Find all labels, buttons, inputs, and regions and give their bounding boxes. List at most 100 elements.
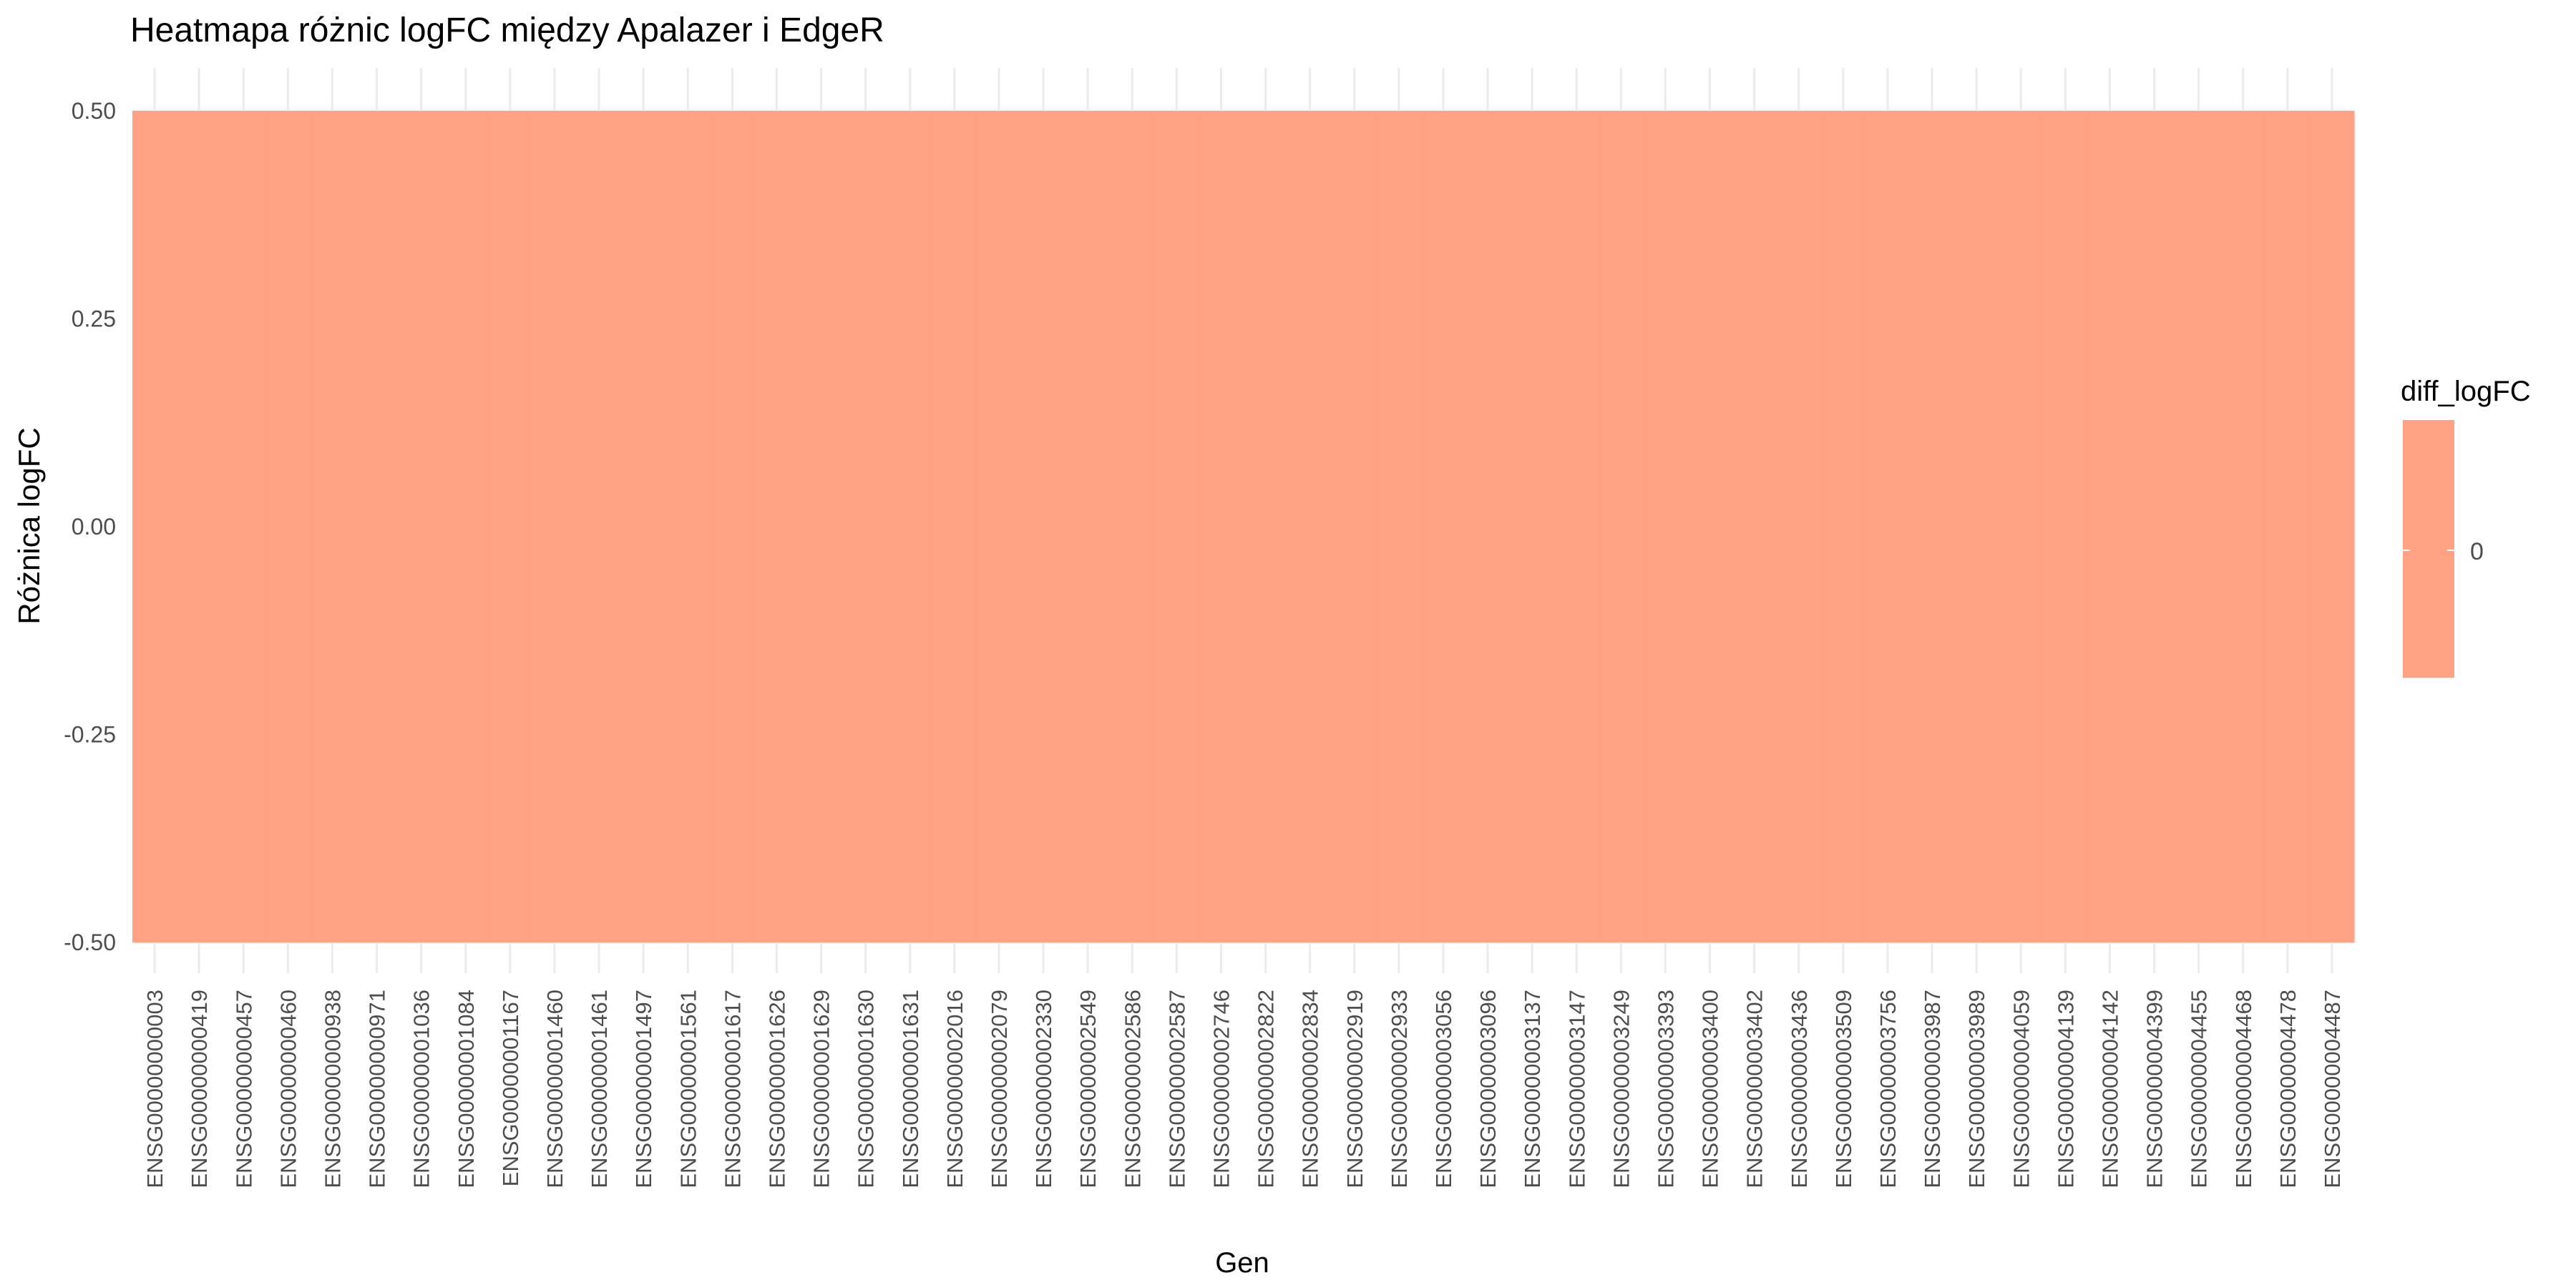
x-tick-label: ENSG00000004455 — [2187, 990, 2212, 1189]
legend-title: diff_logFC — [2401, 376, 2531, 407]
x-tick-label: ENSG00000002587 — [1164, 990, 1189, 1189]
heatmap-tile — [2043, 111, 2088, 942]
heatmap-tile — [132, 111, 177, 942]
heatmap-tile — [399, 111, 444, 942]
x-tick-label: ENSG00000001630 — [854, 990, 879, 1189]
heatmap-tile — [1554, 111, 1599, 942]
heatmap-tile — [2220, 111, 2266, 942]
heatmap-tile — [1065, 111, 1111, 942]
heatmap-tile — [976, 111, 1022, 942]
heatmap-tile — [1243, 111, 1289, 942]
x-tick-label: ENSG00000002549 — [1075, 990, 1101, 1189]
y-tick-label: 0.25 — [72, 306, 116, 332]
heatmap-tiles — [132, 111, 2355, 942]
x-tick-label: ENSG00000004059 — [2009, 990, 2034, 1189]
y-tick-label: -0.25 — [64, 722, 116, 748]
x-tick-label: ENSG00000000003 — [142, 990, 167, 1189]
x-tick-label: ENSG00000004478 — [2275, 990, 2301, 1189]
heatmap-tile — [754, 111, 800, 942]
x-tick-label: ENSG00000003249 — [1609, 990, 1634, 1189]
x-tick-label: ENSG00000004399 — [2142, 990, 2167, 1189]
x-tick-label: ENSG00000000419 — [187, 990, 212, 1189]
legend-label: 0 — [2470, 538, 2484, 565]
heatmap-tile — [354, 111, 400, 942]
x-tick-label: ENSG00000001626 — [764, 990, 789, 1189]
heatmap-tile — [1376, 111, 1422, 942]
heatmap-tile — [665, 111, 711, 942]
heatmap-tile — [310, 111, 356, 942]
heatmap-tile — [1510, 111, 1555, 942]
heatmap-tile — [1910, 111, 1955, 942]
x-tick-label: ENSG00000000460 — [275, 990, 301, 1189]
x-tick-label: ENSG00000001461 — [587, 990, 612, 1189]
legend-color-bar — [2403, 420, 2454, 678]
x-tick-label: ENSG00000003756 — [1875, 990, 1901, 1189]
x-tick-label: ENSG00000001460 — [542, 990, 567, 1189]
heatmap-tile — [1599, 111, 1644, 942]
heatmap-tile — [487, 111, 533, 942]
heatmap-tile — [2309, 111, 2355, 942]
heatmap-tile — [887, 111, 933, 942]
x-tick-label: ENSG00000003402 — [1742, 990, 1767, 1189]
heatmap-tile — [1465, 111, 1511, 942]
heatmap-tile — [1154, 111, 1199, 942]
heatmap-tile — [1021, 111, 1066, 942]
x-tick-label: ENSG00000001561 — [675, 990, 701, 1189]
x-tick-label: ENSG00000003509 — [1831, 990, 1856, 1189]
heatmap-tile — [1954, 111, 1999, 942]
x-tick-label: ENSG00000002746 — [1209, 990, 1234, 1189]
heatmap-tile — [2176, 111, 2222, 942]
y-tick-label: 0.00 — [72, 514, 116, 540]
heatmap-tile — [1732, 111, 1777, 942]
x-tick-label: ENSG00000003147 — [1564, 990, 1589, 1189]
x-tick-label: ENSG00000003096 — [1475, 990, 1501, 1189]
heatmap-tile — [1687, 111, 1733, 942]
heatmap-tile — [1820, 111, 1866, 942]
heatmap-tile — [221, 111, 266, 942]
heatmap-tile — [443, 111, 489, 942]
heatmap-tile — [1865, 111, 1911, 942]
x-tick-label: ENSG00000004468 — [2231, 990, 2256, 1189]
heatmap-tile — [1420, 111, 1466, 942]
x-tick-label: ENSG00000002586 — [1120, 990, 1145, 1189]
x-tick-label: ENSG00000000457 — [231, 990, 256, 1189]
heatmap-tile — [1199, 111, 1244, 942]
x-tick-label: ENSG00000002079 — [987, 990, 1012, 1189]
x-tick-label: ENSG00000003989 — [1964, 990, 1989, 1189]
x-axis-ticks: ENSG00000000003 ENSG00000000419 ENSG000000… — [142, 990, 2345, 1189]
heatmap-tile — [621, 111, 666, 942]
x-tick-label: ENSG00000003987 — [1920, 990, 1945, 1189]
heatmap-tile — [2087, 111, 2133, 942]
x-tick-label: ENSG00000001036 — [409, 990, 434, 1189]
x-tick-label: ENSG00000001617 — [720, 990, 745, 1189]
x-tick-label: ENSG00000002834 — [1298, 990, 1323, 1189]
heatmap-tile — [1332, 111, 1377, 942]
x-tick-label: ENSG00000000971 — [365, 990, 390, 1189]
y-axis-ticks: 0.50 0.25 0.00 -0.25 -0.50 — [64, 98, 116, 955]
heatmap-tile — [1776, 111, 1822, 942]
x-tick-label: ENSG00000002016 — [942, 990, 967, 1189]
x-tick-label: ENSG00000002330 — [1031, 990, 1056, 1189]
x-tick-label: ENSG00000003436 — [1787, 990, 1812, 1189]
x-tick-label: ENSG00000003393 — [1653, 990, 1678, 1189]
chart-title: Heatmapa różnic logFC między Apalazer i … — [130, 11, 884, 49]
heatmap-tile — [532, 111, 577, 942]
x-tick-label: ENSG00000003056 — [1431, 990, 1456, 1189]
x-tick-label: ENSG00000001084 — [454, 990, 479, 1189]
legend: diff_logFC 0 — [2401, 376, 2531, 678]
x-tick-label: ENSG00000004487 — [2320, 990, 2345, 1189]
x-tick-label: ENSG00000001631 — [898, 990, 923, 1189]
heatmap-tile — [2265, 111, 2311, 942]
heatmap-tile — [1287, 111, 1333, 942]
heatmap-tile — [1999, 111, 2044, 942]
heatmap-tile — [932, 111, 977, 942]
heatmap-tile — [177, 111, 222, 942]
heatmap-tile — [1643, 111, 1689, 942]
y-axis-title: Różnica logFC — [12, 427, 46, 624]
x-tick-label: ENSG00000002919 — [1342, 990, 1367, 1189]
x-tick-label: ENSG00000001497 — [631, 990, 656, 1189]
heatmap-tile — [577, 111, 622, 942]
y-tick-label: -0.50 — [64, 930, 116, 955]
heatmap-tile — [2132, 111, 2177, 942]
